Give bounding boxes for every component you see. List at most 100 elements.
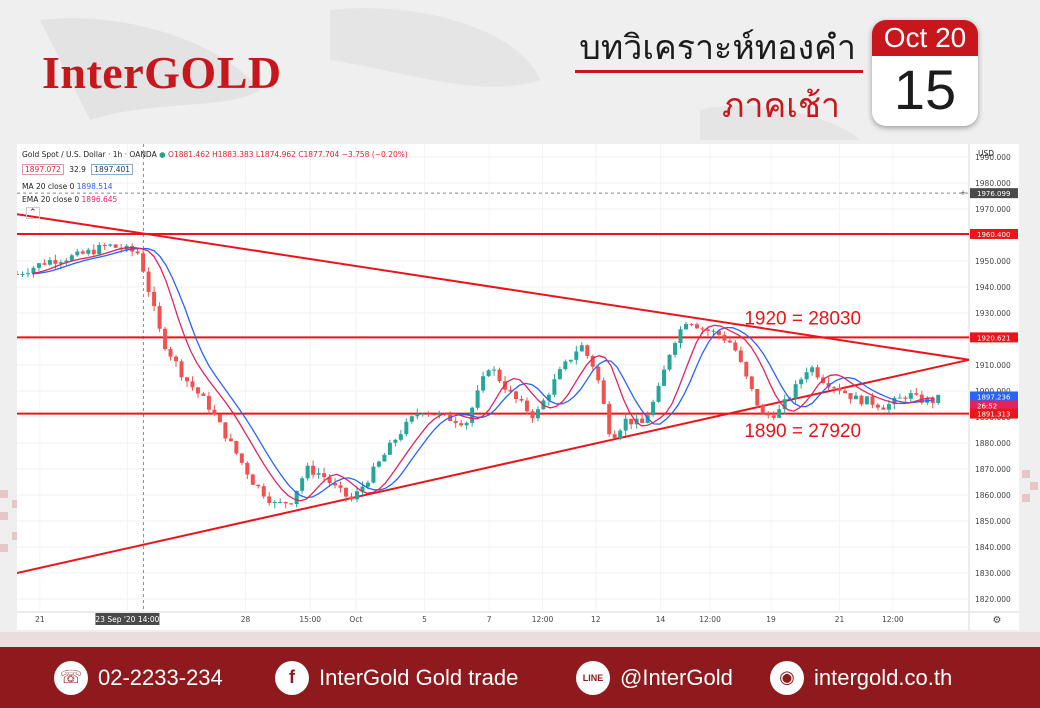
candle-body bbox=[322, 473, 327, 478]
ema-20-line bbox=[32, 247, 935, 502]
candle-body bbox=[700, 328, 705, 330]
candle-body bbox=[283, 501, 288, 504]
candle-body bbox=[141, 253, 146, 272]
price-axis-tag bbox=[970, 391, 1018, 402]
y-tick-label: 1820.000 bbox=[975, 595, 1011, 604]
calendar-month: Oct 20 bbox=[872, 20, 978, 56]
candle-body bbox=[716, 330, 721, 335]
candle-body bbox=[354, 491, 359, 500]
candle-body bbox=[804, 372, 809, 380]
candle-body bbox=[360, 486, 365, 492]
candle-body bbox=[618, 430, 623, 438]
candle-body bbox=[184, 377, 189, 382]
y-tick-label: 1910.000 bbox=[975, 361, 1011, 370]
candle-body bbox=[579, 345, 584, 352]
candle-body bbox=[261, 486, 266, 497]
calendar-day: 15 bbox=[893, 58, 957, 121]
candle-body bbox=[519, 399, 524, 401]
candle-body bbox=[629, 418, 634, 425]
symbol-label: Gold Spot / U.S. Dollar · 1h · OANDA bbox=[22, 150, 157, 159]
candle-body bbox=[881, 407, 886, 410]
candle-body bbox=[607, 403, 612, 435]
ma-20-line bbox=[32, 247, 935, 499]
price-axis-tag bbox=[970, 400, 1018, 411]
y-tick-label: 1980.000 bbox=[975, 179, 1011, 188]
candle-body bbox=[371, 466, 376, 483]
candle-body bbox=[152, 291, 157, 307]
y-tick-label: 1930.000 bbox=[975, 309, 1011, 318]
candle-body bbox=[146, 271, 151, 292]
candle-body bbox=[17, 274, 19, 275]
footer-phone[interactable]: ☏ 02-2233-234 bbox=[54, 647, 223, 708]
bid-price[interactable]: 1897.072 bbox=[22, 164, 64, 175]
price-chart: 1990.0001980.0001970.0001960.0001950.000… bbox=[17, 144, 1019, 630]
ema-label: EMA 20 close 0 bbox=[22, 195, 80, 204]
footer-bar: ☏ 02-2233-234 f InterGold Gold trade LIN… bbox=[0, 647, 1040, 708]
price-axis-tag-label: 26:52 bbox=[977, 403, 997, 411]
ema-legend: EMA 20 close 0 1896.645 bbox=[22, 195, 117, 204]
phone-icon: ☏ bbox=[54, 660, 88, 695]
footer-website[interactable]: ◉ intergold.co.th bbox=[770, 647, 952, 708]
x-tick-label: 12:00 bbox=[532, 615, 554, 624]
candle-body bbox=[409, 416, 414, 422]
price-axis-bg bbox=[969, 144, 1019, 630]
x-tick-label: 14 bbox=[656, 615, 666, 624]
candle-body bbox=[777, 409, 782, 418]
candle-body bbox=[744, 361, 749, 377]
candle-body bbox=[58, 262, 63, 264]
candle-body bbox=[673, 343, 678, 355]
candle-body bbox=[755, 388, 760, 406]
candle-body bbox=[766, 413, 771, 416]
candle-body bbox=[278, 501, 283, 503]
x-tick-label: 12:00 bbox=[699, 615, 721, 624]
candle-body bbox=[212, 409, 217, 415]
line-id: @InterGold bbox=[620, 664, 733, 690]
candle-body bbox=[799, 379, 804, 385]
candle-body bbox=[393, 439, 398, 443]
ask-price[interactable]: 1897.401 bbox=[91, 164, 134, 175]
candle-body bbox=[431, 414, 436, 416]
candle-body bbox=[25, 273, 30, 275]
candle-body bbox=[557, 369, 562, 380]
candle-body bbox=[206, 395, 211, 410]
price-axis-tag bbox=[970, 188, 1018, 199]
x-tick-label: 12 bbox=[591, 615, 601, 624]
globe-icon: ◉ bbox=[770, 660, 804, 695]
footer-line[interactable]: LINE @InterGold bbox=[576, 647, 733, 708]
candle-body bbox=[908, 393, 913, 399]
y-tick-label: 1990.000 bbox=[975, 153, 1011, 162]
line-icon: LINE bbox=[576, 660, 610, 695]
candle-body bbox=[683, 324, 688, 330]
candle-body bbox=[859, 395, 864, 405]
y-tick-label: 1850.000 bbox=[975, 517, 1011, 526]
candle-body bbox=[782, 399, 787, 410]
x-tick-label: 28 bbox=[241, 615, 251, 624]
candle-body bbox=[53, 260, 58, 264]
ma-value: 1898.514 bbox=[76, 182, 113, 191]
crosshair-time-box bbox=[95, 613, 160, 625]
triangle-upper-trendline bbox=[17, 213, 970, 361]
facebook-name: InterGold Gold trade bbox=[319, 664, 519, 690]
candle-body bbox=[711, 330, 716, 332]
candle-body bbox=[530, 411, 535, 419]
legend-dot-icon: ● bbox=[159, 150, 169, 159]
price-annotation: 1890 = 27920 bbox=[744, 421, 861, 442]
candle-body bbox=[190, 381, 195, 388]
candle-body bbox=[47, 260, 52, 265]
x-tick-label: 21 bbox=[35, 615, 45, 624]
price-axis-tag bbox=[970, 408, 1018, 419]
candle-body bbox=[914, 393, 919, 395]
y-tick-label: 1940.000 bbox=[975, 283, 1011, 292]
footer-facebook[interactable]: f InterGold Gold trade bbox=[275, 647, 518, 708]
y-tick-label: 1870.000 bbox=[975, 465, 1011, 474]
candle-body bbox=[464, 422, 469, 426]
x-tick-label: 12:00 bbox=[882, 615, 904, 624]
candle-body bbox=[223, 422, 228, 439]
candle-body bbox=[338, 485, 343, 488]
collapse-legend-icon[interactable]: ⌃ bbox=[26, 207, 40, 219]
candle-body bbox=[651, 401, 656, 416]
candle-body bbox=[250, 474, 255, 485]
triangle-lower-trendline bbox=[17, 358, 970, 574]
candle-body bbox=[97, 245, 102, 255]
x-tick-label: 7 bbox=[487, 615, 492, 624]
